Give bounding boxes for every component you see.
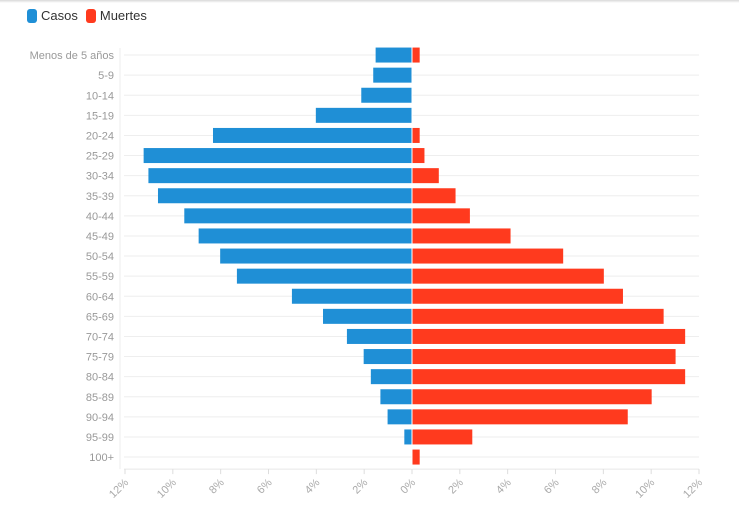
y-tick-label: 25-29	[86, 151, 114, 163]
y-tick-label: 90-94	[86, 412, 114, 424]
bar-muertes[interactable]	[412, 328, 686, 344]
x-tick-label: 0%	[398, 477, 418, 497]
bar-casos[interactable]	[323, 308, 412, 324]
y-tick-label: 95-99	[86, 432, 114, 444]
y-tick-label: 35-39	[86, 191, 114, 203]
bar-muertes[interactable]	[412, 127, 420, 143]
bar-casos[interactable]	[315, 107, 412, 123]
legend-swatch-muertes	[85, 8, 96, 23]
bar-muertes[interactable]	[412, 389, 652, 405]
bar-casos[interactable]	[236, 268, 412, 284]
y-tick-label: 85-89	[86, 392, 114, 404]
y-tick-label: 5-9	[98, 70, 114, 82]
x-tick-label: 12%	[681, 477, 705, 501]
bar-muertes[interactable]	[412, 188, 456, 204]
bar-casos[interactable]	[220, 248, 412, 264]
x-tick-label: 2%	[351, 477, 371, 497]
bar-casos[interactable]	[404, 429, 412, 445]
y-tick-label: 45-49	[86, 231, 114, 243]
x-tick-label: 2%	[446, 477, 466, 497]
legend-item-muertes[interactable]: Muertes	[85, 8, 147, 23]
x-tick-label: 6%	[255, 477, 275, 497]
bar-casos[interactable]	[291, 288, 412, 304]
bar-muertes[interactable]	[412, 248, 564, 264]
bar-casos[interactable]	[212, 127, 412, 143]
y-tick-label: 65-69	[86, 311, 114, 323]
y-tick-label: 10-14	[86, 90, 114, 102]
bar-casos[interactable]	[184, 208, 412, 224]
x-tick-label: 8%	[207, 477, 227, 497]
x-tick-label: 12%	[107, 477, 131, 501]
bar-muertes[interactable]	[412, 168, 439, 184]
bar-casos[interactable]	[370, 369, 412, 385]
x-tick-label: 10%	[633, 477, 657, 501]
bar-muertes[interactable]	[412, 449, 420, 465]
bar-casos[interactable]	[387, 409, 412, 425]
y-tick-label: 15-19	[86, 110, 114, 122]
bar-casos[interactable]	[363, 349, 412, 365]
bar-muertes[interactable]	[412, 288, 623, 304]
y-tick-label: 30-34	[86, 171, 114, 183]
y-tick-label: 70-74	[86, 331, 114, 343]
x-tick-label: 4%	[494, 477, 514, 497]
bar-muertes[interactable]	[412, 429, 473, 445]
bar-muertes[interactable]	[412, 208, 470, 224]
top-shadow	[0, 0, 739, 3]
legend-label-casos: Casos	[41, 8, 78, 23]
y-tick-label: 50-54	[86, 251, 114, 263]
bar-casos[interactable]	[143, 148, 412, 164]
x-tick-label: 8%	[590, 477, 610, 497]
legend-item-casos[interactable]: Casos	[27, 8, 78, 23]
bar-casos[interactable]	[380, 389, 412, 405]
bar-muertes[interactable]	[412, 369, 686, 385]
bar-casos[interactable]	[375, 47, 412, 63]
y-tick-label: 55-59	[86, 271, 114, 283]
x-tick-label: 4%	[303, 477, 323, 497]
bar-casos[interactable]	[148, 168, 412, 184]
bar-muertes[interactable]	[412, 349, 676, 365]
y-tick-label: 20-24	[86, 130, 114, 142]
x-tick-label: 10%	[155, 477, 179, 501]
bar-muertes[interactable]	[412, 308, 664, 324]
bar-casos[interactable]	[373, 67, 412, 83]
y-tick-label: 60-64	[86, 291, 114, 303]
legend-swatch-casos	[27, 8, 37, 23]
bar-muertes[interactable]	[412, 228, 511, 244]
bar-casos[interactable]	[198, 228, 412, 244]
bar-muertes[interactable]	[412, 148, 425, 164]
bar-muertes[interactable]	[412, 47, 420, 63]
bar-casos[interactable]	[361, 87, 412, 103]
y-tick-label: 40-44	[86, 211, 114, 223]
bar-casos[interactable]	[346, 328, 412, 344]
y-tick-label: 75-79	[86, 352, 114, 364]
x-tick-label: 6%	[542, 477, 562, 497]
bar-muertes[interactable]	[412, 268, 604, 284]
bar-muertes[interactable]	[412, 409, 628, 425]
legend-label-muertes: Muertes	[99, 8, 147, 23]
y-tick-label: Menos de 5 años	[30, 50, 115, 62]
bar-casos[interactable]	[157, 188, 412, 204]
y-tick-label: 100+	[89, 452, 114, 464]
legend: Casos Muertes	[27, 8, 155, 23]
y-tick-label: 80-84	[86, 372, 114, 384]
